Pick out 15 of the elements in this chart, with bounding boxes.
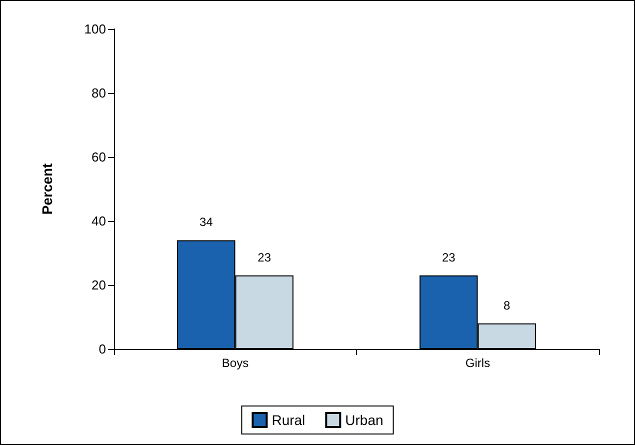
y-tick-label: 20 bbox=[92, 278, 106, 292]
y-tick-label: 0 bbox=[98, 342, 106, 356]
y-tick-label: 80 bbox=[92, 86, 106, 100]
x-tick-label: Boys bbox=[222, 356, 249, 370]
x-tick-label: Girls bbox=[465, 356, 490, 370]
data-label: 34 bbox=[199, 215, 214, 230]
legend-label: Rural bbox=[272, 412, 306, 428]
y-axis-title: Percent bbox=[39, 162, 55, 215]
y-tick-label: 100 bbox=[84, 22, 106, 36]
data-label: 23 bbox=[258, 250, 272, 264]
y-tick-label: 40 bbox=[92, 214, 106, 228]
data-label: 23 bbox=[442, 250, 456, 264]
legend-label: Urban bbox=[345, 412, 384, 428]
y-tick-label: 60 bbox=[92, 150, 106, 164]
data-label: 8 bbox=[504, 298, 511, 312]
